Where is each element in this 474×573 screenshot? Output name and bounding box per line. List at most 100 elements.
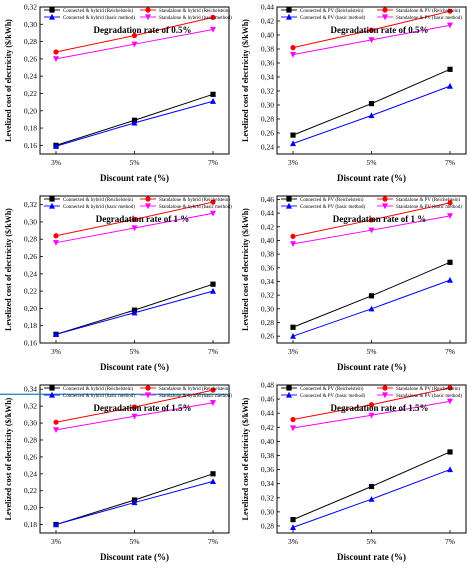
chart-svg: 0,26 0,28 0,30 0,32 0,34 0,36 0,38 0,40 0,42 0,44… xyxy=(241,195,467,372)
data-point xyxy=(447,449,453,455)
x-tick-label: 5% xyxy=(130,158,140,167)
data-point xyxy=(447,22,453,29)
x-tick-label: 7% xyxy=(208,347,218,356)
chart-panel-pv-1-5: 0,28 0,30 0,32 0,34 0,36 0,38 0,40 0,42 0,44 0,46… xyxy=(237,378,474,568)
data-point xyxy=(368,37,375,44)
y-tick-label: 0,18 xyxy=(24,520,37,529)
chart-panel-pv-1: 0,26 0,28 0,30 0,32 0,34 0,36 0,38 0,40 0,42 0,44… xyxy=(237,189,474,378)
legend-marker xyxy=(382,7,388,13)
y-tick-label: 0,40 xyxy=(261,31,274,40)
y-tick-label: 0,38 xyxy=(261,45,274,54)
data-point xyxy=(290,45,296,51)
data-point xyxy=(290,324,296,330)
chart-panel-hybrid-1-5: 0,18 0,20 0,22 0,24 0,26 0,28 0,30 0,32 0,34 3% 5%… xyxy=(0,378,237,568)
y-tick-label: 0,32 xyxy=(24,402,37,411)
data-point xyxy=(210,478,216,485)
y-tick-label: 0,30 xyxy=(261,304,274,313)
y-tick-label: 0,48 xyxy=(261,381,274,390)
data-point xyxy=(131,41,138,48)
data-point xyxy=(53,427,59,434)
y-tick-label: 0,26 xyxy=(261,129,274,138)
x-axis-label: Discount rate (%) xyxy=(337,362,406,372)
legend-marker xyxy=(145,7,151,13)
legend-marker xyxy=(145,203,151,210)
data-point xyxy=(447,200,453,206)
legend-marker xyxy=(286,385,292,391)
data-point xyxy=(290,416,296,423)
y-tick-label: 0,26 xyxy=(24,54,37,63)
legend-marker xyxy=(49,196,55,202)
chart-panel-hybrid-1: 0,16 0,18 0,20 0,22 0,24 0,26 0,28 0,30 0,32 3% 5%… xyxy=(0,189,237,378)
y-tick-label: 0,28 xyxy=(261,521,274,530)
legend-marker xyxy=(145,14,151,21)
y-tick-label: 0,44 xyxy=(261,209,274,218)
data-point xyxy=(131,216,138,222)
y-tick-label: 0,32 xyxy=(261,493,274,502)
data-point xyxy=(447,276,453,283)
legend-marker xyxy=(49,13,55,20)
data-point xyxy=(53,240,59,246)
legend-label: Connected & PV (Reichelstein) xyxy=(300,9,364,14)
data-point xyxy=(210,400,216,406)
legend-marker xyxy=(382,196,388,202)
data-point xyxy=(447,66,453,72)
data-point xyxy=(210,91,216,97)
legend-marker xyxy=(49,202,55,209)
y-tick-label: 0,44 xyxy=(261,3,274,12)
legend-label: Standalone & hybrid (basic method) xyxy=(159,16,232,21)
x-tick-label: 3% xyxy=(51,347,61,356)
data-point xyxy=(447,213,453,220)
data-point xyxy=(210,471,216,477)
y-axis-label: Levelized cost of electricity ($/kWh) xyxy=(4,397,13,520)
x-tick-label: 5% xyxy=(367,158,377,167)
legend-label: Standalone & hybrid (basic method) xyxy=(159,394,232,399)
y-tick-label: 0,16 xyxy=(24,339,37,348)
chart-title: Degradation rate of 1.5% xyxy=(331,403,429,413)
legend-label: Standalone & hybrid (basic method) xyxy=(159,205,232,210)
x-tick-label: 5% xyxy=(367,347,377,356)
legend-label: Standalone & hybrid (Reichelstein) xyxy=(159,387,230,392)
y-tick-label: 0,46 xyxy=(261,195,274,204)
legend-label: Standalone & hybrid (Reichelstein) xyxy=(159,198,230,203)
legend-marker xyxy=(286,13,292,20)
data-point xyxy=(368,101,375,107)
legend-marker xyxy=(145,385,151,391)
y-tick-label: 0,42 xyxy=(261,222,274,231)
y-axis-label: Levelized cost of electricity ($/kWh) xyxy=(241,19,250,142)
data-point xyxy=(290,425,296,432)
y-axis-label: Levelized cost of electricity ($/kWh) xyxy=(4,19,13,142)
data-point xyxy=(447,466,453,473)
y-tick-label: 0,42 xyxy=(261,423,274,432)
y-tick-label: 0,40 xyxy=(261,437,274,446)
x-tick-label: 7% xyxy=(445,347,455,356)
y-tick-label: 0,34 xyxy=(261,277,274,286)
data-point xyxy=(290,517,296,523)
data-point xyxy=(53,419,59,425)
legend-marker xyxy=(382,203,388,210)
legend-marker xyxy=(382,385,388,391)
chart-svg: 0,24 0,26 0,28 0,30 0,32 0,34 0,36 0,38 0,40 0,42… xyxy=(241,3,467,183)
data-point xyxy=(53,56,59,63)
data-point xyxy=(290,140,296,147)
legend-label: Connected & PV (basic method) xyxy=(300,394,366,399)
data-point xyxy=(131,32,138,39)
x-tick-label: 3% xyxy=(51,158,61,167)
data-point xyxy=(53,143,59,149)
y-tick-label: 0,24 xyxy=(261,143,274,152)
y-tick-label: 0,34 xyxy=(261,479,274,488)
y-tick-label: 0,40 xyxy=(261,236,274,245)
y-tick-label: 0,46 xyxy=(261,395,274,404)
legend-label: Standalone & PV (Reichelstein) xyxy=(396,198,461,203)
y-tick-label: 0,28 xyxy=(24,37,37,46)
y-tick-label: 0,20 xyxy=(24,106,37,115)
y-tick-label: 0,30 xyxy=(261,507,274,516)
data-point xyxy=(210,281,216,287)
data-point xyxy=(210,199,216,205)
data-point xyxy=(210,210,216,217)
legend-label: Standalone & hybrid (Reichelstein) xyxy=(159,9,230,14)
chart-title: Degradation rate of 0.5% xyxy=(331,25,429,35)
legend-marker xyxy=(145,392,151,399)
legend-marker xyxy=(49,385,55,391)
y-tick-label: 0,18 xyxy=(24,124,37,133)
y-tick-label: 0,38 xyxy=(261,451,274,460)
